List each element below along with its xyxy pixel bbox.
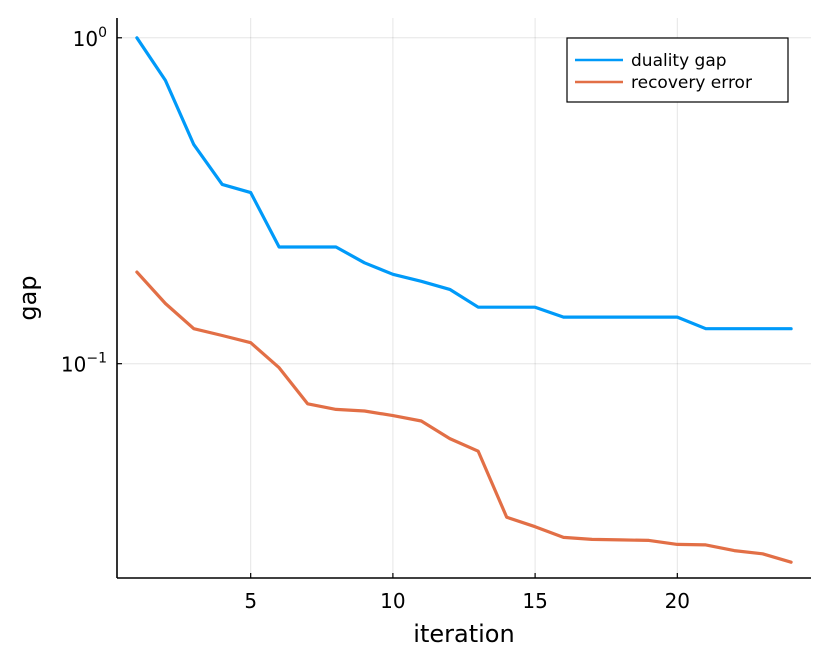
y-axis-title: gap [14, 275, 42, 320]
x-tick-label: 5 [244, 589, 257, 613]
y-tick-label: 100 [73, 25, 107, 51]
x-tick-label: 15 [522, 589, 547, 613]
legend: duality gap recovery error [566, 37, 789, 103]
x-axis-title: iteration [413, 620, 514, 648]
y-tick-label: 10−1 [61, 351, 107, 377]
x-tick-label: 10 [380, 589, 405, 613]
legend-label-recovery-error: recovery error [631, 73, 752, 93]
series-line-duality-gap [135, 36, 793, 331]
grid-lines [117, 18, 811, 578]
legend-box [566, 37, 789, 103]
series-lines [135, 36, 793, 564]
tick-labels: 5 10 15 20 100 10−1 [61, 25, 690, 613]
axes [116, 18, 811, 579]
legend-label-duality-gap: duality gap [631, 51, 727, 71]
series-line-recovery-error [135, 270, 793, 564]
x-tick-label: 20 [665, 589, 690, 613]
